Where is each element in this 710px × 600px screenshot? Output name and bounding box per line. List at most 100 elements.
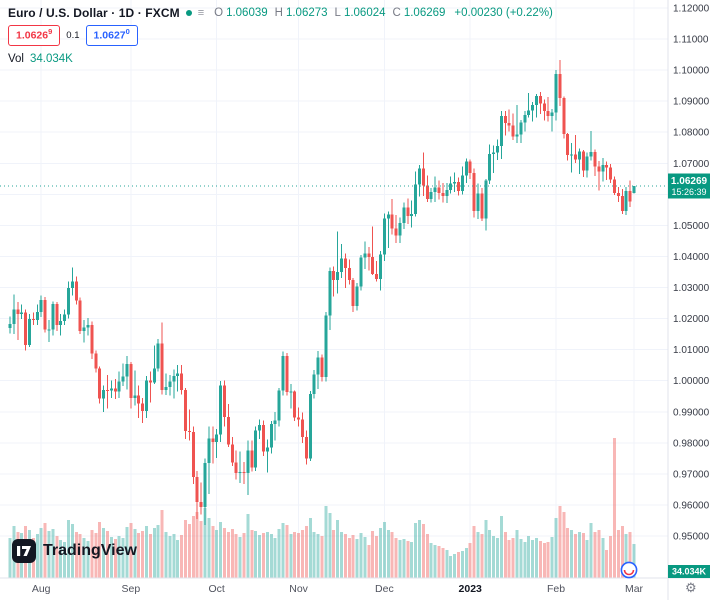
- volume-bar: [558, 506, 562, 578]
- price-axis-label[interactable]: 1.11000: [673, 35, 709, 46]
- price-axis-label[interactable]: 0.99000: [673, 407, 710, 418]
- volume-bar: [262, 533, 265, 578]
- volume-bar: [39, 528, 43, 578]
- volume-bar: [277, 529, 281, 578]
- candle-body: [406, 207, 410, 216]
- sell-price: 1.0626: [16, 29, 49, 42]
- sell-button[interactable]: 1.06269: [8, 25, 61, 46]
- candle-body: [609, 167, 613, 180]
- candle-body: [55, 303, 59, 325]
- buy-button[interactable]: 1.06270: [85, 25, 138, 46]
- price-axis-label[interactable]: 0.96000: [673, 500, 710, 511]
- volume-bar: [312, 532, 316, 578]
- time-axis-label[interactable]: Sep: [122, 583, 141, 595]
- candle-body: [238, 472, 242, 474]
- volume-bar: [203, 508, 207, 578]
- volume-bar: [421, 524, 425, 578]
- time-axis[interactable]: [0, 578, 668, 600]
- candle-body: [176, 373, 180, 377]
- candle-body: [250, 450, 254, 468]
- high-label: H: [274, 7, 283, 19]
- volume-bar: [519, 539, 523, 578]
- legend-menu-icon[interactable]: ≡: [197, 6, 205, 19]
- candle-body: [78, 300, 82, 332]
- volume-bar: [285, 525, 289, 578]
- volume-bar: [453, 554, 457, 578]
- time-axis-label[interactable]: Aug: [32, 583, 51, 595]
- price-axis-label[interactable]: 1.08000: [673, 128, 710, 139]
- volume-bar: [234, 534, 238, 578]
- candle-body: [98, 368, 102, 399]
- volume-bar: [433, 545, 437, 578]
- price-axis-label[interactable]: 1.00000: [673, 376, 710, 387]
- candle-body: [242, 472, 246, 474]
- volume-bar: [281, 523, 285, 578]
- volume-bar: [258, 535, 262, 578]
- price-axis-label[interactable]: 0.98000: [673, 438, 710, 449]
- time-axis-label[interactable]: Nov: [289, 583, 308, 595]
- volume-bar: [515, 530, 519, 578]
- candle-body: [285, 355, 289, 393]
- volume-bar: [121, 538, 125, 578]
- volume-bar: [542, 543, 546, 578]
- candle-body: [184, 390, 187, 432]
- candle-body: [39, 299, 43, 313]
- volume-bar: [125, 527, 129, 578]
- last-price-tag: [668, 173, 710, 199]
- volume-bar: [164, 532, 168, 578]
- gear-icon[interactable]: ⚙: [685, 580, 697, 595]
- candle-body: [277, 390, 281, 421]
- volume-bar: [160, 510, 164, 578]
- candle-body: [382, 218, 386, 255]
- candle-body: [616, 192, 620, 196]
- price-axis-label[interactable]: 0.97000: [673, 469, 710, 480]
- candle-body: [324, 315, 328, 377]
- candle-body: [141, 403, 145, 411]
- volume-bar: [581, 533, 585, 578]
- volume-bar: [616, 530, 620, 578]
- volume-bar: [195, 512, 199, 578]
- volume-bar: [102, 528, 106, 578]
- volume-bar: [59, 540, 63, 578]
- time-axis-label[interactable]: Dec: [375, 583, 394, 595]
- price-axis-label[interactable]: 1.05000: [673, 221, 710, 232]
- volume-bar: [172, 534, 176, 578]
- time-axis-label[interactable]: Feb: [547, 583, 565, 595]
- price-axis-label[interactable]: 1.01000: [673, 345, 710, 356]
- candle-body: [168, 381, 172, 387]
- candle-body: [425, 185, 429, 200]
- candle-body: [269, 423, 273, 448]
- candle-body: [258, 425, 262, 431]
- candle-body: [234, 462, 238, 473]
- candle-body: [109, 388, 113, 391]
- symbol-title[interactable]: Euro / U.S. Dollar · 1D · FXCM: [8, 6, 180, 20]
- time-axis-label[interactable]: 2023: [459, 583, 483, 595]
- price-axis-label[interactable]: 1.09000: [673, 97, 710, 108]
- price-axis-label[interactable]: 0.95000: [673, 532, 710, 543]
- volume-bar: [535, 538, 538, 578]
- price-axis-label[interactable]: 1.07000: [673, 159, 710, 170]
- volume-bar: [437, 546, 441, 578]
- volume-bar: [441, 548, 445, 578]
- market-status-icon: [185, 10, 192, 16]
- broker-logo-icon[interactable]: [620, 561, 638, 584]
- volume-bar: [230, 529, 234, 578]
- tradingview-logo[interactable]: TradingView: [12, 539, 137, 563]
- candle-body: [503, 116, 507, 123]
- price-axis-label[interactable]: 1.10000: [673, 66, 710, 77]
- price-axis[interactable]: [668, 0, 710, 578]
- candle-body: [453, 181, 457, 184]
- price-axis-label[interactable]: 1.12000: [673, 4, 710, 15]
- volume-bar: [382, 522, 386, 578]
- price-axis-label[interactable]: 1.02000: [673, 314, 710, 325]
- candle-body: [293, 391, 297, 418]
- price-axis-label[interactable]: 1.04000: [673, 252, 710, 263]
- volume-label[interactable]: Vol: [8, 52, 24, 65]
- candle-body: [320, 357, 324, 377]
- volume-bar: [324, 506, 328, 578]
- time-axis-label[interactable]: Oct: [209, 583, 225, 595]
- candle-body: [121, 376, 125, 382]
- price-axis-label[interactable]: 1.03000: [673, 283, 710, 294]
- time-axis-label[interactable]: Mar: [625, 583, 644, 595]
